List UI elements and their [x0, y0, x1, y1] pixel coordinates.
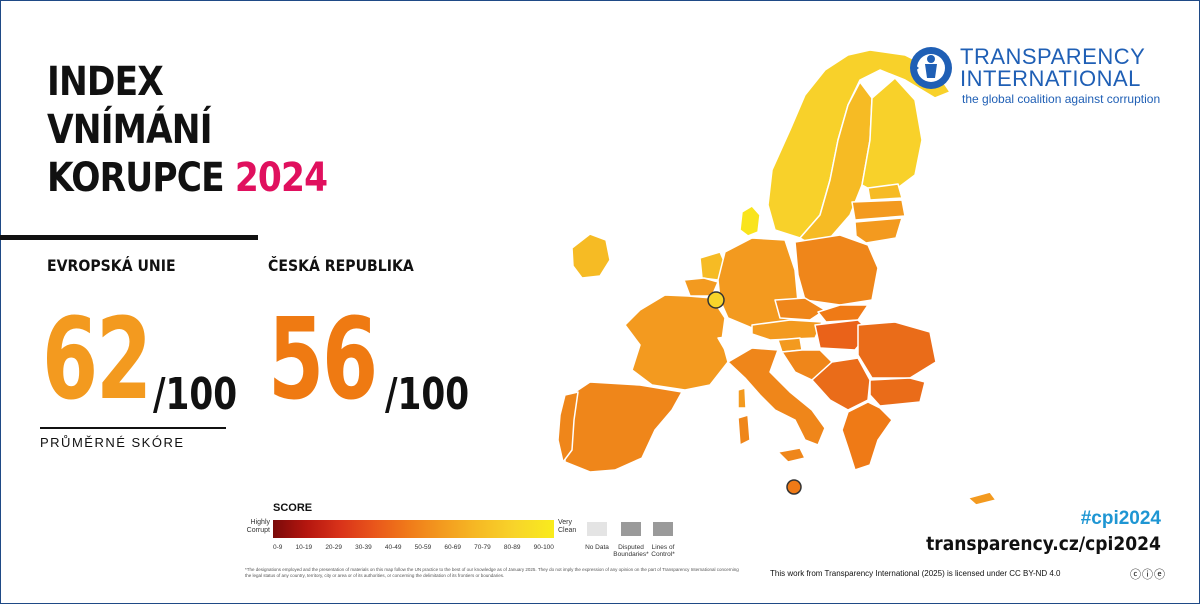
- legend-disputed-label: Disputed Boundaries*: [613, 544, 649, 558]
- title-line-3: KORUPCE 2024: [47, 154, 328, 202]
- eu-score: 62: [42, 295, 152, 425]
- map-denmark: [739, 205, 761, 237]
- title-korupce: KORUPCE: [47, 155, 225, 201]
- map-spain: [564, 381, 683, 473]
- map-balkans: [811, 357, 871, 411]
- hashtag: #cpi2024: [1080, 508, 1161, 529]
- legend-high-label: Very Clean: [558, 519, 577, 534]
- map-estonia: [867, 183, 903, 201]
- map-luxembourg-marker: [707, 291, 725, 309]
- brand-name: TRANSPARENCY INTERNATIONAL: [960, 46, 1145, 90]
- legend-no-data-label: No Data: [585, 544, 609, 551]
- legend-lines-of-control-swatch: [653, 522, 673, 536]
- legend-tick: 50-59: [414, 544, 432, 551]
- page-title: INDEX VNÍMÁNÍ KORUPCE 2024: [47, 58, 328, 202]
- brand-name-line-2: INTERNATIONAL: [960, 66, 1141, 91]
- divider-score: [40, 427, 226, 429]
- map-disclaimer: *The designations employed and the prese…: [245, 567, 739, 578]
- legend-tick: 90-100: [533, 544, 554, 551]
- legend-tick: 60-69: [444, 544, 461, 551]
- brand-tagline: the global coalition against corruption: [962, 92, 1161, 106]
- map-latvia: [851, 199, 906, 221]
- map-slovakia: [817, 304, 869, 323]
- map-france: [624, 294, 729, 391]
- map-greece: [841, 401, 893, 471]
- brand-name-line-1: TRANSPARENCY: [960, 44, 1146, 69]
- legend-title: SCORE: [273, 502, 313, 514]
- map-czechia: [774, 297, 826, 321]
- map-sardinia: [737, 414, 751, 446]
- legend-tick: 10-19: [295, 544, 313, 551]
- cz-score: 56: [268, 295, 378, 425]
- map-finland: [861, 77, 923, 193]
- legend-disputed-swatch: [621, 522, 641, 536]
- cz-score-max: /100: [385, 369, 470, 420]
- legend-tick: 80-89: [503, 544, 521, 551]
- map-cyprus: [967, 491, 997, 506]
- eu-score-max: /100: [153, 369, 238, 420]
- legend-low-label: Highly Corrupt: [246, 519, 270, 534]
- license-text: This work from Transparency Internationa…: [770, 569, 1061, 578]
- map-bulgaria: [869, 377, 926, 407]
- legend-color-scale: [273, 520, 554, 538]
- map-portugal: [557, 391, 579, 463]
- divider-top: [0, 235, 258, 240]
- map-austria: [751, 319, 823, 341]
- legend-tick: 0-9: [273, 544, 283, 551]
- map-malta-marker: [786, 479, 802, 495]
- title-line-1: INDEX: [47, 59, 164, 105]
- average-score-caption: PRŮMĚRNÉ SKÓRE: [40, 435, 185, 450]
- legend-tick: 20-29: [325, 544, 342, 551]
- map-belgium: [683, 277, 719, 297]
- map-ireland: [571, 233, 611, 279]
- legend-lines-of-control-label: Lines of Control*: [651, 544, 675, 558]
- legend-no-data-swatch: [587, 522, 607, 536]
- legend-tick: 40-49: [384, 544, 402, 551]
- legend-ticks: 0-9 10-19 20-29 30-39 40-49 50-59 60-69 …: [273, 544, 554, 551]
- map-italy: [727, 347, 826, 446]
- map-poland: [794, 234, 879, 306]
- cc-license-icon: ⓒⓘⓔ: [1130, 569, 1166, 581]
- map-sicily: [777, 447, 806, 463]
- transparency-international-logo-icon: [910, 47, 952, 89]
- legend-tick: 70-79: [474, 544, 491, 551]
- cz-label: ČESKÁ REPUBLIKA: [268, 256, 414, 275]
- map-romania: [857, 321, 937, 379]
- eu-label: EVROPSKÁ UNIE: [47, 256, 176, 275]
- legend-tick: 30-39: [355, 544, 372, 551]
- map-lithuania: [854, 217, 903, 244]
- website-link[interactable]: transparency.cz/cpi2024: [926, 533, 1161, 555]
- title-line-2: VNÍMÁNÍ: [47, 107, 212, 153]
- title-year: 2024: [234, 155, 328, 201]
- map-corsica: [737, 387, 747, 409]
